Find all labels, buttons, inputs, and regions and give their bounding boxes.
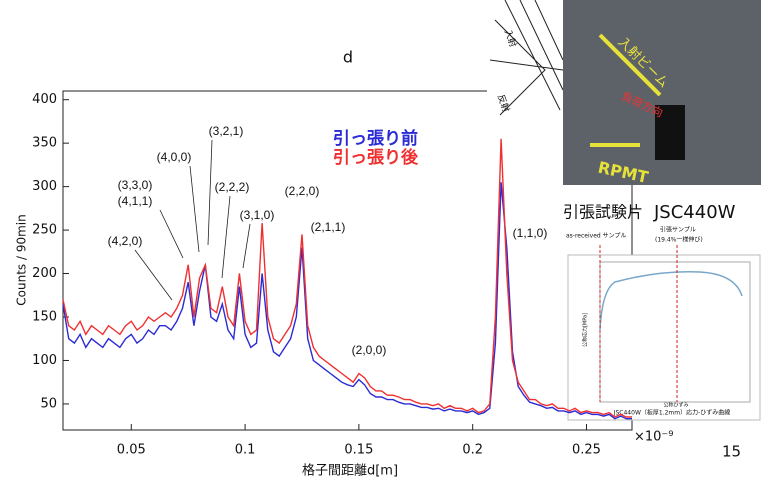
- page-number: 15: [722, 443, 741, 461]
- x-tick-label: 0.05: [117, 443, 146, 458]
- peak-annotation: (2,1,1): [311, 220, 346, 234]
- sample-label: (19.4%一様伸び): [655, 236, 703, 244]
- x-axis-label: 格子間距離d[m]: [302, 463, 398, 479]
- peak-annotation: (4,0,0): [157, 150, 192, 164]
- peak-annotation: (2,2,0): [285, 184, 320, 198]
- steel-label: JSC440W: [653, 202, 736, 223]
- y-tick-label: 50: [40, 396, 57, 411]
- y-tick-label: 200: [32, 266, 57, 281]
- y-tick-label: 400: [32, 92, 57, 107]
- peak-annotation: (2,0,0): [352, 343, 387, 357]
- peak-annotation: (1,1,0): [513, 226, 548, 240]
- x-tick-label: 0.2: [462, 443, 483, 458]
- y-axis-label: Counts / 90min: [15, 214, 29, 305]
- sample-label: 引張サンプル: [660, 226, 696, 234]
- legend-entry: 引っ張り後: [333, 147, 419, 168]
- y-tick-label: 300: [32, 179, 57, 194]
- peak-annotation: (2,2,2): [215, 180, 250, 194]
- slide: d Counts / 90min 格子間距離d[m] ×10⁻⁹ 15 入射 反…: [0, 0, 761, 483]
- specimen-label: 引張試験片: [563, 203, 643, 222]
- x-tick-label: 0.1: [235, 443, 256, 458]
- y-tick-label: 150: [32, 310, 57, 325]
- inset-axis-label: 公称応力[MPa]: [582, 313, 589, 347]
- chart-title: d: [343, 48, 353, 67]
- peak-annotation: (4,1,1): [118, 194, 153, 208]
- peak-annotation: (3,3,0): [118, 178, 153, 192]
- y-tick-label: 350: [32, 136, 57, 151]
- inset-caption: JSC440W（板厚1.2mm）応力-ひずみ曲線: [613, 409, 731, 417]
- inset-axis-label: 公称ひずみ: [663, 402, 688, 409]
- peak-annotation: (3,1,0): [240, 208, 275, 222]
- y-tick-label: 100: [32, 353, 57, 368]
- x-tick-label: 0.25: [572, 443, 601, 458]
- x-exponent: ×10⁻⁹: [634, 430, 674, 445]
- peak-annotation: (4,2,0): [108, 234, 143, 248]
- sample-label: as-received サンプル: [566, 233, 626, 240]
- x-tick-label: 0.15: [344, 443, 373, 458]
- y-tick-label: 250: [32, 223, 57, 238]
- peak-annotation: (3,2,1): [209, 124, 244, 138]
- legend-entry: 引っ張り前: [333, 128, 418, 149]
- stress-strain-inset: [568, 255, 760, 420]
